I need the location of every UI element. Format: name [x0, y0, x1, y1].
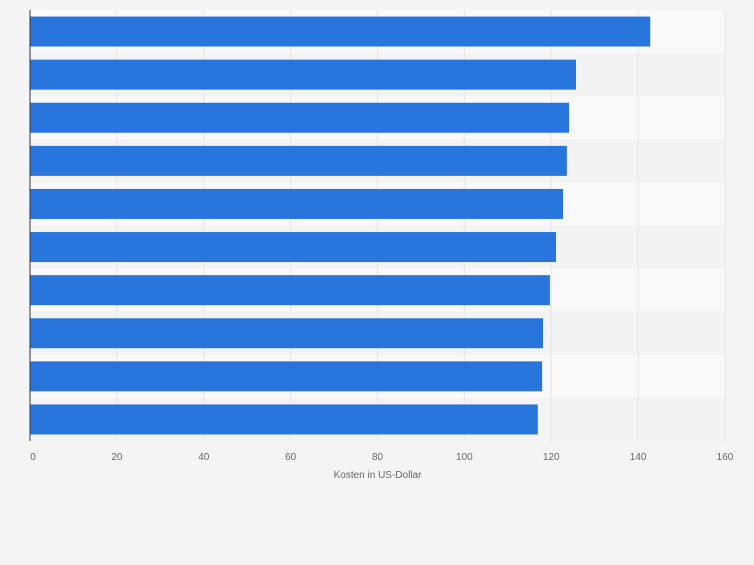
bar [30, 102, 570, 133]
bar [30, 59, 577, 90]
bar [30, 232, 557, 263]
bar [30, 16, 651, 47]
bar [30, 188, 563, 219]
bar [30, 404, 538, 435]
bar [30, 275, 550, 306]
bar [30, 318, 543, 349]
x-tick-labels: 0 20 40 60 80 100 120 140 160 [30, 452, 734, 463]
bar [30, 361, 543, 392]
x-tick-label: 20 [111, 452, 123, 463]
x-tick-label: 80 [372, 452, 384, 463]
x-axis-label: Kosten in US-Dollar [334, 470, 422, 481]
x-tick-label: 120 [543, 452, 560, 463]
x-tick-label: 140 [630, 452, 647, 463]
x-tick-label: 160 [717, 452, 734, 463]
x-tick-label: 100 [456, 452, 473, 463]
x-tick-label: 60 [285, 452, 297, 463]
x-tick-label: 40 [198, 452, 210, 463]
x-tick-label: 0 [30, 452, 36, 463]
bar [30, 145, 567, 176]
bars-group [30, 16, 651, 435]
